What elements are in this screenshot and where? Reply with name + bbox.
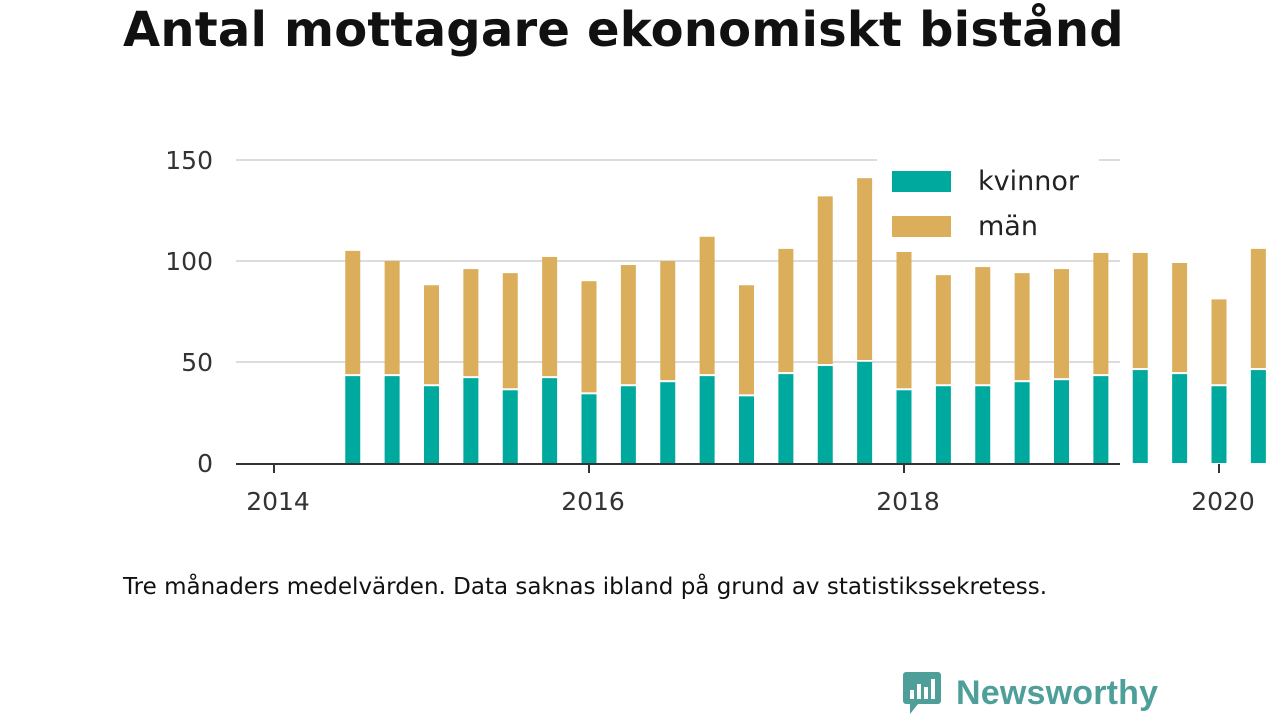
bar-kvinnor <box>463 378 479 463</box>
bar-man <box>1132 252 1148 369</box>
bar-man <box>817 196 833 365</box>
bar-kvinnor <box>975 386 991 463</box>
newsworthy-logo-icon <box>903 672 941 714</box>
bar-kvinnor <box>739 396 754 463</box>
bar-man <box>502 273 518 389</box>
legend-label: män <box>978 211 1038 242</box>
x-tick-label: 2016 <box>561 487 625 516</box>
bar-man <box>660 261 676 381</box>
bar-kvinnor <box>896 390 912 463</box>
bar-kvinnor <box>1211 386 1227 463</box>
bar-kvinnor <box>778 374 794 463</box>
bar-kvinnor <box>1093 376 1109 463</box>
y-tick-label: 0 <box>197 449 213 478</box>
bar-kvinnor <box>424 386 439 463</box>
bar-man <box>620 265 636 385</box>
bar-man <box>857 178 873 360</box>
bar-kvinnor <box>581 394 597 463</box>
bar-kvinnor <box>542 378 558 463</box>
bar-man <box>975 267 991 385</box>
legend-swatch <box>892 216 951 237</box>
bar-man <box>1014 273 1030 381</box>
bar-man <box>463 269 479 377</box>
footnote: Tre månaders medelvärden. Data saknas ib… <box>123 574 1048 600</box>
bar-man <box>778 248 794 373</box>
bar-kvinnor <box>1014 382 1030 463</box>
bar-man <box>542 256 558 377</box>
bar-man <box>739 285 754 395</box>
bar-kvinnor <box>817 366 833 463</box>
bar-man <box>1211 299 1227 385</box>
bar-man <box>935 275 951 385</box>
bar-kvinnor <box>1054 380 1069 463</box>
bar-man <box>1093 252 1109 375</box>
bar-kvinnor <box>660 382 676 463</box>
bars <box>345 178 1266 463</box>
bar-kvinnor <box>1250 370 1266 463</box>
bar-kvinnor <box>1132 370 1148 463</box>
axes: 050100150201420162018202020222024 <box>165 146 1255 516</box>
bar-kvinnor <box>857 362 873 463</box>
bar-man <box>896 248 912 389</box>
brand-name: Newsworthy <box>956 673 1159 712</box>
bar-kvinnor <box>502 390 518 463</box>
bar-man <box>1172 263 1188 373</box>
bar-man <box>345 250 361 375</box>
bar-kvinnor <box>935 386 951 463</box>
bar-kvinnor <box>699 376 715 463</box>
bar-kvinnor <box>620 386 636 463</box>
x-tick-label: 2020 <box>1191 487 1255 516</box>
y-tick-label: 100 <box>165 247 213 276</box>
brand-logo: Newsworthy <box>902 670 1158 716</box>
bar-kvinnor <box>384 376 400 463</box>
x-tick-label: 2014 <box>246 487 310 516</box>
legend: kvinnor män <box>877 152 1099 252</box>
bar-man <box>1250 248 1266 369</box>
bar-man <box>699 236 715 375</box>
bar-man <box>424 285 439 385</box>
chart-title: Antal mottagare ekonomiskt bistånd <box>123 2 1124 58</box>
bar-man <box>384 261 400 375</box>
legend-label: kvinnor <box>978 166 1080 197</box>
bar-man <box>1054 269 1069 379</box>
bar-kvinnor <box>345 376 361 463</box>
legend-swatch <box>892 171 951 192</box>
x-tick-label: 2018 <box>876 487 940 516</box>
bar-kvinnor <box>1172 374 1188 463</box>
y-tick-label: 150 <box>165 146 213 175</box>
y-tick-label: 50 <box>181 348 213 377</box>
bar-chart: 050100150201420162018202020222024 kvinno… <box>165 146 1266 516</box>
bar-man <box>581 281 597 393</box>
